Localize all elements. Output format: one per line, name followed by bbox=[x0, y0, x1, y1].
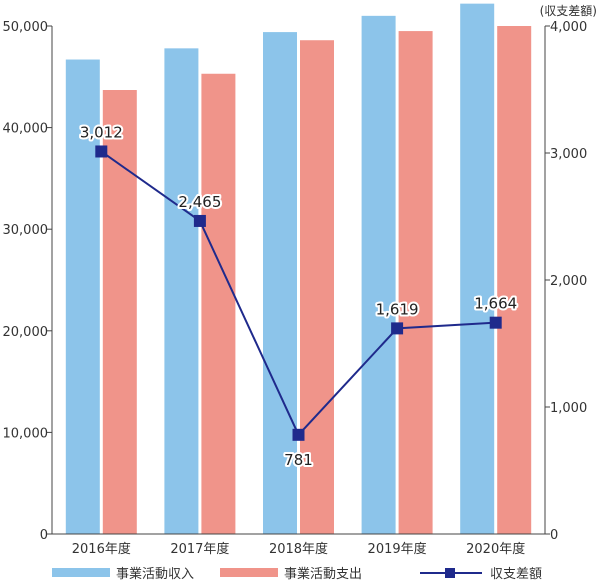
x-tick-label: 2020年度 bbox=[466, 541, 525, 557]
right-tick-label: 3,000 bbox=[550, 147, 587, 162]
balance-point bbox=[391, 322, 404, 335]
bar-income bbox=[263, 32, 297, 534]
balance-point bbox=[193, 214, 206, 227]
bars-layer bbox=[65, 3, 532, 535]
legend: 事業活動収入 事業活動支出 収支差額 bbox=[52, 566, 542, 582]
legend-expense-swatch bbox=[220, 568, 278, 577]
right-tick-label: 1,000 bbox=[550, 401, 587, 416]
balance-data-label: 1,664 bbox=[474, 295, 517, 313]
bar-expense bbox=[398, 31, 433, 535]
left-tick-label: 20,000 bbox=[3, 325, 49, 340]
balance-point bbox=[95, 145, 108, 158]
left-tick-label: 50,000 bbox=[3, 20, 49, 35]
balance-data-label: 1,619 bbox=[376, 300, 419, 318]
bar-expense bbox=[201, 73, 236, 534]
left-tick-label: 30,000 bbox=[3, 223, 49, 238]
x-tick-label: 2017年度 bbox=[170, 541, 229, 557]
left-tick-label: 40,000 bbox=[3, 122, 49, 137]
balance-point bbox=[489, 316, 502, 329]
x-tick-label: 2018年度 bbox=[269, 541, 328, 557]
legend-expense-label: 事業活動支出 bbox=[284, 566, 362, 582]
bar-expense bbox=[300, 40, 334, 534]
labels-layer: 3,012 2,465 781 1,619 1,664 bbox=[78, 121, 519, 470]
line-layer bbox=[95, 145, 502, 441]
right-tick-label: 2,000 bbox=[550, 274, 587, 289]
bar-income bbox=[361, 15, 396, 534]
legend-balance-label: 収支差額 bbox=[490, 567, 542, 582]
bar-expense bbox=[497, 26, 532, 534]
balance-line bbox=[100, 150, 496, 437]
balance-data-label: 3,012 bbox=[80, 123, 123, 141]
bar-income bbox=[460, 3, 495, 534]
right-tick-label: 4,000 bbox=[550, 20, 587, 35]
left-tick-label: 10,000 bbox=[3, 426, 49, 441]
balance-data-label: 2,465 bbox=[178, 193, 221, 211]
x-tick-label: 2016年度 bbox=[72, 541, 131, 557]
bar-income bbox=[164, 48, 199, 535]
legend-balance-marker bbox=[445, 568, 455, 578]
left-tick-label: 0 bbox=[40, 528, 48, 543]
right-tick-label: 0 bbox=[550, 528, 558, 543]
right-axis-unit: (収支差額) bbox=[540, 4, 597, 18]
bar-income bbox=[65, 59, 100, 534]
x-tick-label: 2019年度 bbox=[368, 541, 427, 557]
balance-point bbox=[292, 428, 305, 441]
balance-data-label: 781 bbox=[284, 451, 313, 469]
axes-layer: 0 10,000 20,000 30,000 40,000 50,000 0 1,000 2,0… bbox=[3, 4, 598, 557]
legend-income-label: 事業活動収入 bbox=[116, 566, 194, 582]
legend-income-swatch bbox=[52, 568, 110, 577]
